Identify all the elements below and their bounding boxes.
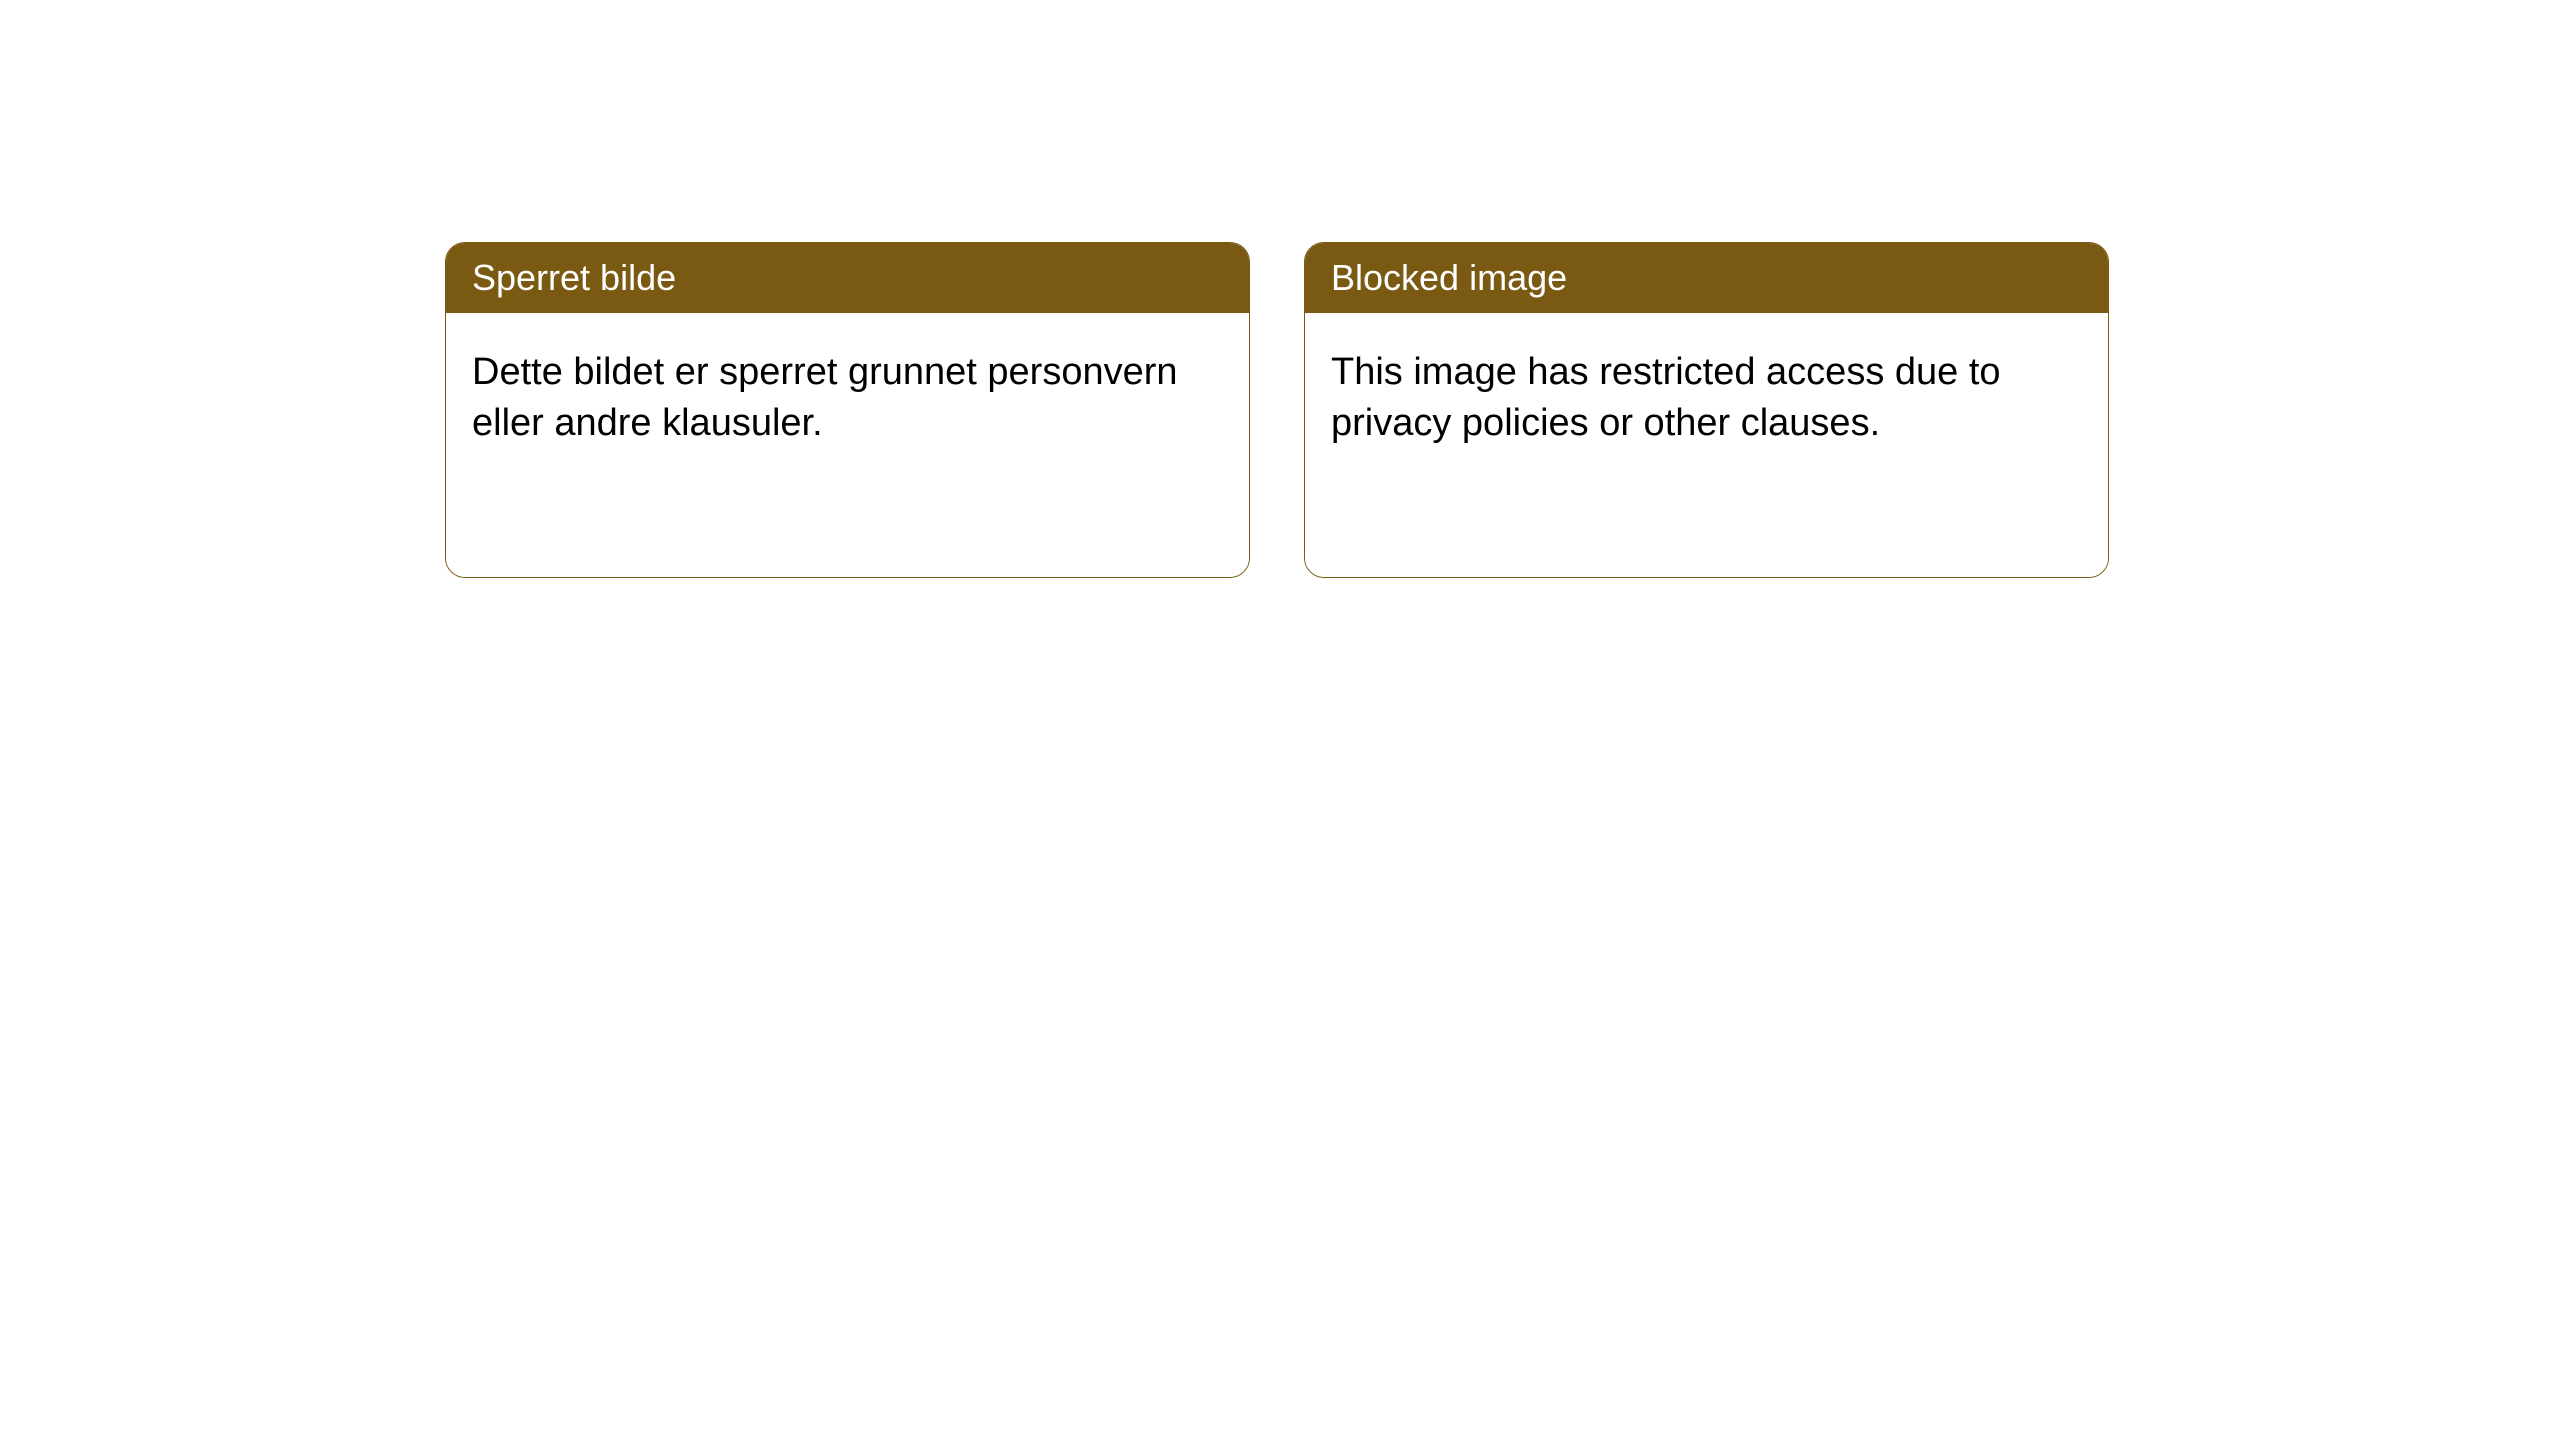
card-title: Blocked image: [1331, 257, 1567, 298]
card-body: This image has restricted access due to …: [1305, 313, 2108, 577]
card-body-text: This image has restricted access due to …: [1331, 347, 2082, 450]
card-body-text: Dette bildet er sperret grunnet personve…: [472, 347, 1223, 450]
card-body: Dette bildet er sperret grunnet personve…: [446, 313, 1249, 577]
card-header: Blocked image: [1305, 243, 2108, 313]
card-title: Sperret bilde: [472, 257, 676, 298]
cards-container: Sperret bilde Dette bildet er sperret gr…: [445, 242, 2109, 578]
card-header: Sperret bilde: [446, 243, 1249, 313]
blocked-image-card-en: Blocked image This image has restricted …: [1304, 242, 2109, 578]
blocked-image-card-no: Sperret bilde Dette bildet er sperret gr…: [445, 242, 1250, 578]
